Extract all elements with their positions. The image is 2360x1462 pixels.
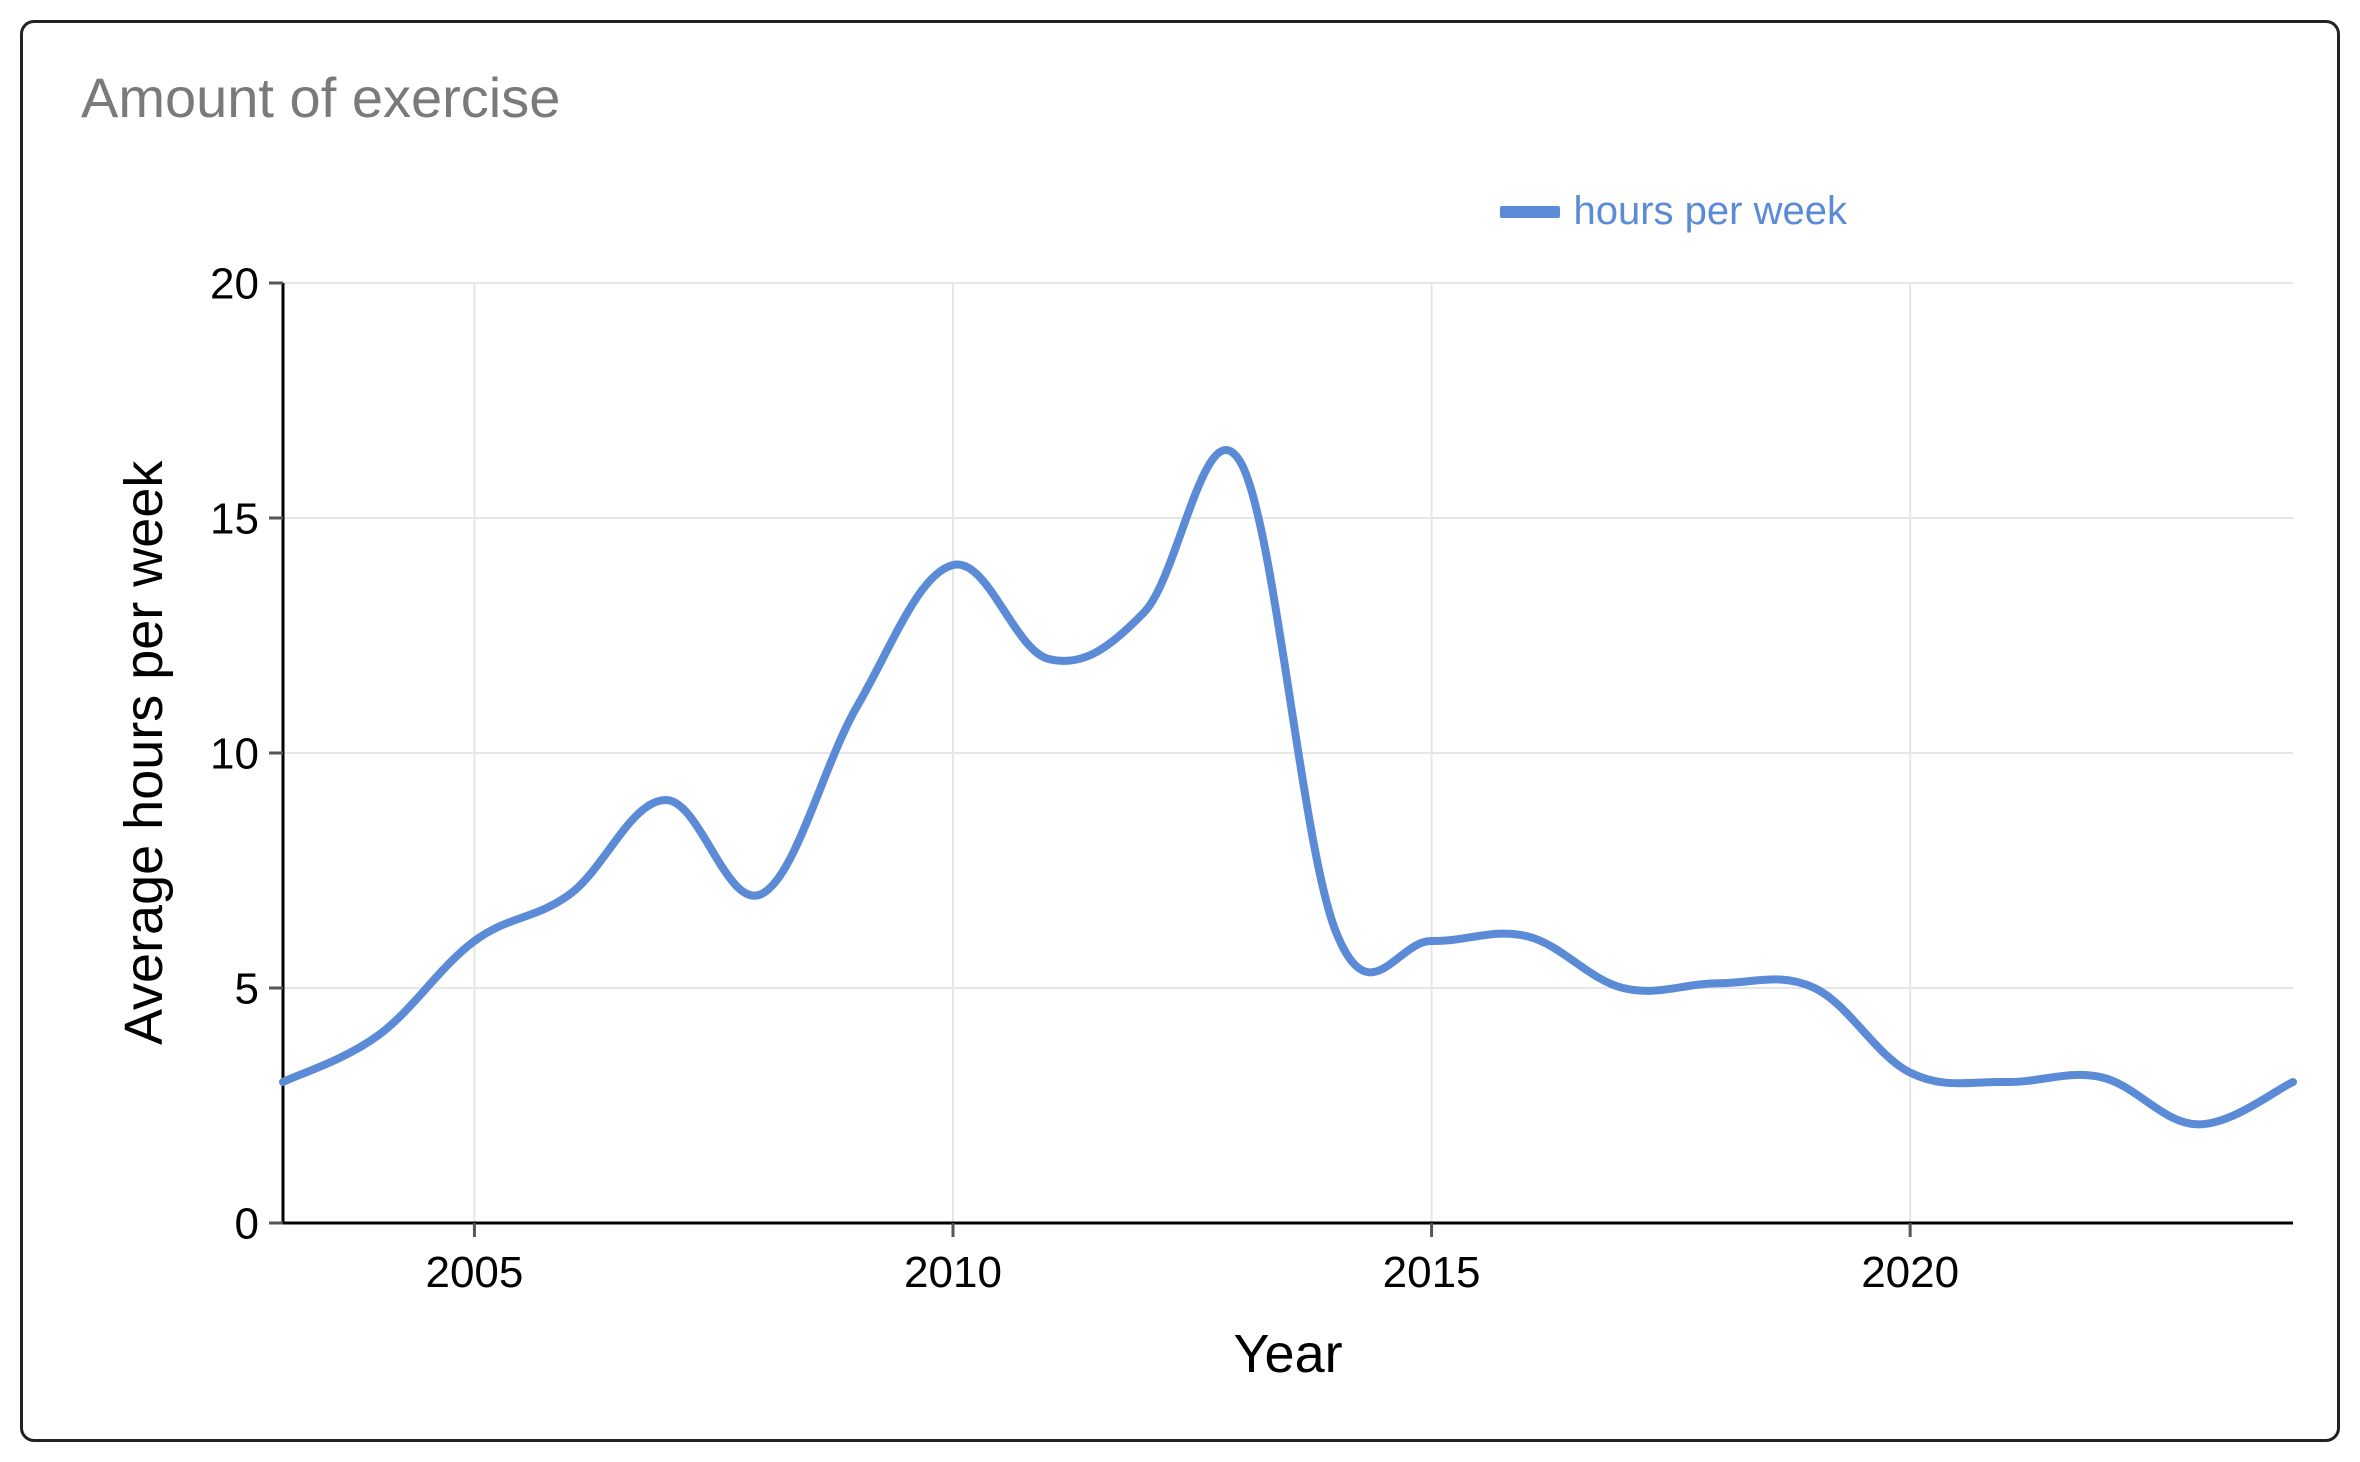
y-tick-label: 5 (235, 964, 259, 1013)
y-tick-label: 0 (235, 1199, 259, 1248)
y-tick-label: 15 (210, 494, 259, 543)
x-tick-label: 2005 (425, 1248, 523, 1297)
series-line (283, 450, 2293, 1124)
x-tick-label: 2020 (1861, 1248, 1959, 1297)
chart-card: Amount of exercise hours per week Averag… (0, 0, 2360, 1462)
x-tick-label: 2015 (1383, 1248, 1481, 1297)
chart-plot: 2005 2010 2015 2020 0 5 10 15 20 (23, 23, 2343, 1445)
y-tick-label: 20 (210, 259, 259, 308)
y-tick-label: 10 (210, 729, 259, 778)
chart-panel: Amount of exercise hours per week Averag… (20, 20, 2340, 1442)
x-tick-label: 2010 (904, 1248, 1002, 1297)
